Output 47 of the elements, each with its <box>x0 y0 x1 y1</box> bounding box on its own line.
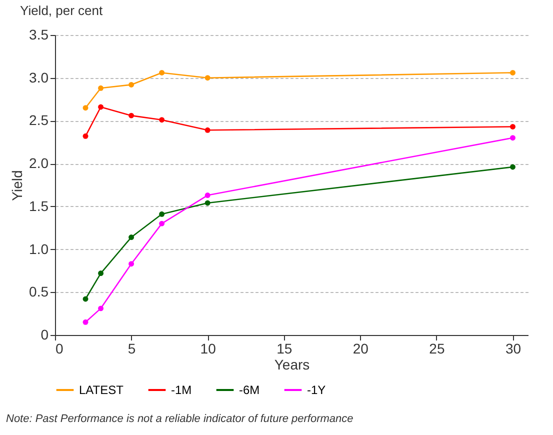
point <box>82 319 88 325</box>
point <box>510 124 516 130</box>
x-tick-label: 10 <box>200 340 216 356</box>
legend-label: LATEST <box>79 383 124 397</box>
point <box>128 261 134 267</box>
x-tick-label: 15 <box>276 340 292 356</box>
point <box>204 75 210 81</box>
legend-label: -1M <box>171 383 192 397</box>
chart-title: Yield, per cent <box>20 3 104 18</box>
x-tick-label: 25 <box>429 340 445 356</box>
point <box>159 220 165 226</box>
y-axis-title: Yield <box>9 170 26 201</box>
y-tick-label: 3.0 <box>29 69 49 86</box>
y-tick-label: 2.5 <box>29 112 49 128</box>
point <box>82 105 88 111</box>
point <box>159 117 165 123</box>
point <box>128 234 134 240</box>
y-tick-label: 1.5 <box>29 198 49 214</box>
point <box>98 270 104 276</box>
point <box>510 135 516 141</box>
x-tick-label: 20 <box>352 340 369 356</box>
x-tick-label: 5 <box>128 340 136 356</box>
legend-label: -1Y <box>307 383 326 397</box>
y-tick-label: 1.0 <box>29 240 49 257</box>
legend-label: -6M <box>239 383 260 397</box>
point <box>204 200 210 206</box>
point <box>159 70 165 76</box>
point <box>128 82 134 88</box>
point <box>510 70 516 76</box>
point <box>82 296 88 302</box>
point <box>204 192 210 198</box>
x-axis-title: Years <box>274 356 310 372</box>
point <box>98 306 104 312</box>
point <box>510 164 516 170</box>
point <box>82 133 88 139</box>
point <box>159 211 165 217</box>
text: Note: Past Performance is not a reliable indicator of future performance <box>5 413 354 425</box>
x-tick-label: 30 <box>505 340 522 356</box>
y-tick-label: 3.5 <box>29 26 49 42</box>
y-tick-label: 0.5 <box>29 284 49 300</box>
y-tick-label: 2.0 <box>29 155 49 172</box>
point <box>98 104 104 110</box>
point <box>204 127 210 133</box>
point <box>98 85 104 91</box>
point <box>128 112 134 118</box>
y-tick-label: 0 <box>40 326 49 342</box>
x-tick-label: 0 <box>56 340 64 356</box>
